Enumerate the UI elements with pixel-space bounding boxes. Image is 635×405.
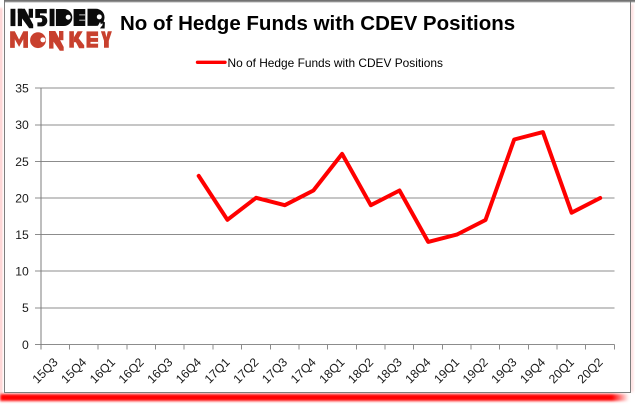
svg-text:16Q3: 16Q3 (144, 355, 175, 386)
svg-text:16Q2: 16Q2 (116, 355, 147, 386)
svg-text:20Q2: 20Q2 (575, 355, 606, 386)
svg-text:18Q3: 18Q3 (374, 355, 405, 386)
svg-text:17Q1: 17Q1 (202, 355, 233, 386)
svg-text:20: 20 (15, 191, 29, 205)
svg-text:19Q3: 19Q3 (489, 355, 520, 386)
svg-text:5: 5 (22, 301, 29, 315)
svg-text:17Q2: 17Q2 (230, 355, 261, 386)
svg-text:16Q1: 16Q1 (87, 355, 118, 386)
svg-text:15Q4: 15Q4 (58, 355, 89, 386)
svg-text:17Q4: 17Q4 (288, 355, 319, 386)
svg-text:15: 15 (15, 228, 29, 242)
svg-text:18Q4: 18Q4 (403, 355, 434, 386)
svg-text:15Q3: 15Q3 (30, 355, 61, 386)
svg-text:30: 30 (15, 118, 29, 132)
svg-text:25: 25 (15, 155, 29, 169)
svg-text:17Q3: 17Q3 (259, 355, 290, 386)
svg-text:0: 0 (22, 338, 29, 352)
svg-text:35: 35 (15, 82, 29, 96)
svg-text:19Q4: 19Q4 (517, 355, 548, 386)
svg-text:19Q1: 19Q1 (431, 355, 462, 386)
svg-text:19Q2: 19Q2 (460, 355, 491, 386)
svg-text:18Q2: 18Q2 (345, 355, 376, 386)
svg-text:18Q1: 18Q1 (316, 355, 347, 386)
svg-text:16Q4: 16Q4 (173, 355, 204, 386)
svg-text:20Q1: 20Q1 (546, 355, 577, 386)
svg-text:10: 10 (15, 265, 29, 279)
svg-text:No of Hedge Funds with CDEV Po: No of Hedge Funds with CDEV Positions (120, 12, 515, 35)
svg-text:No of Hedge Funds with CDEV Po: No of Hedge Funds with CDEV Positions (228, 56, 444, 70)
